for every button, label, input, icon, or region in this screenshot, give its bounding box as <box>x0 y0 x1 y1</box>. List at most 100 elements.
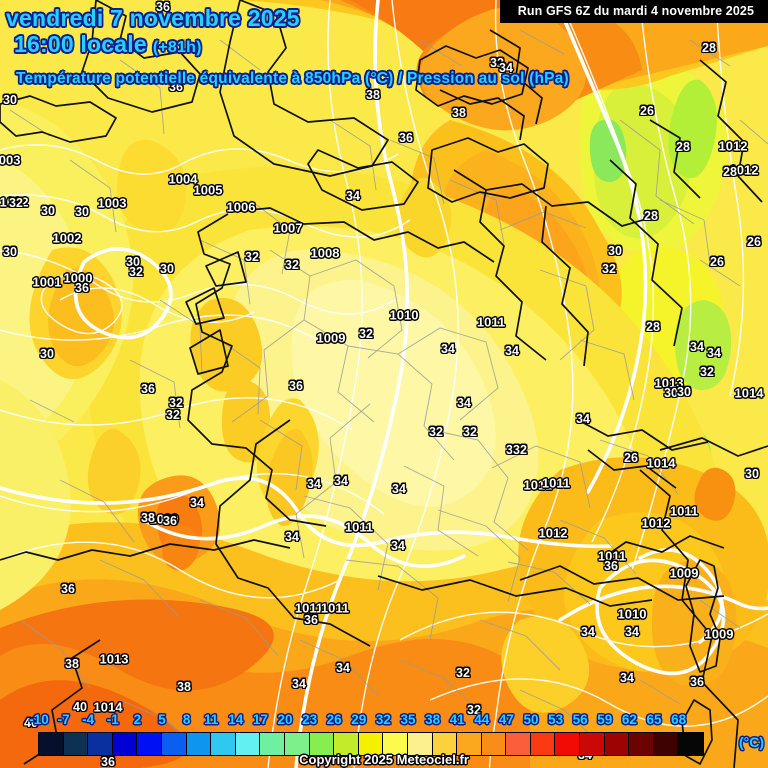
pressure-contour-label: 1009 <box>669 565 699 581</box>
legend-swatch[interactable] <box>629 733 654 755</box>
legend-swatch[interactable] <box>334 733 359 755</box>
legend-swatch[interactable] <box>580 733 605 755</box>
temperature-contour-label: 32 <box>245 249 259 264</box>
temperature-contour-label: 32 <box>129 264 143 279</box>
legend-swatch[interactable] <box>653 733 679 755</box>
temperature-contour-label: 36 <box>690 674 704 689</box>
temperature-contour-label: 30 <box>75 204 89 219</box>
temperature-contour-label: 30 <box>664 385 678 400</box>
temperature-contour-label: 32 <box>506 442 520 457</box>
temperature-contour-label: 34 <box>499 60 513 75</box>
temperature-contour-label: 34 <box>292 676 306 691</box>
temperature-contour-label: 34 <box>441 341 455 356</box>
pressure-contour-label: 1011 <box>476 314 506 330</box>
pressure-contour-label: 1000 <box>63 270 93 286</box>
temperature-contour-label: 38 <box>177 679 191 694</box>
temperature-contour-label: 32 <box>467 702 481 717</box>
pressure-contour-label: 1005 <box>193 182 223 198</box>
pressure-contour-label: 1012 <box>718 138 748 154</box>
pressure-contour-label: 1012 <box>538 525 568 541</box>
legend-tick-label: 44 <box>474 712 490 727</box>
pressure-contour-label: 1014 <box>646 455 676 471</box>
temperature-contour-label: 26 <box>640 103 654 118</box>
legend-swatch[interactable] <box>161 733 187 755</box>
legend-tick-label: 29 <box>351 712 367 727</box>
pressure-contour-label: 1010 <box>617 606 647 622</box>
temperature-contour-label: 38 <box>65 656 79 671</box>
legend-tick-label: -1 <box>106 712 119 727</box>
temperature-contour-label: 36 <box>304 612 318 627</box>
pressure-contour-label: 1011 <box>344 519 374 535</box>
legend-swatch[interactable] <box>186 733 212 755</box>
temperature-contour-label: 36 <box>399 130 413 145</box>
legend-swatch[interactable] <box>137 733 162 755</box>
temperature-contour-label: 40 <box>24 715 38 730</box>
temperature-contour-label: 26 <box>710 254 724 269</box>
legend-swatch[interactable] <box>39 733 64 755</box>
pressure-contour-label: 1012 <box>523 477 553 493</box>
temperature-contour-label: 32 <box>700 364 714 379</box>
pressure-contour-label: 1003 <box>97 195 127 211</box>
legend-tick-label: 8 <box>182 712 191 727</box>
legend-swatch[interactable] <box>112 733 138 755</box>
legend-swatch[interactable] <box>506 733 531 755</box>
temperature-contour-label: 28 <box>723 164 737 179</box>
legend-swatch[interactable] <box>481 733 507 755</box>
pressure-contour-label: 1002 <box>52 230 82 246</box>
temperature-contour-label: 30 <box>745 466 759 481</box>
legend-swatch[interactable] <box>260 733 285 755</box>
pressure-contour-label: 1011 <box>294 600 324 616</box>
legend-tick-label: 50 <box>523 712 539 727</box>
legend-swatch[interactable] <box>211 733 236 755</box>
legend-swatch[interactable] <box>358 733 384 755</box>
legend-tick-label: 65 <box>646 712 662 727</box>
valid-time-label: 16:00 locale (+81h) <box>14 31 202 58</box>
legend-swatch[interactable] <box>604 733 630 755</box>
temperature-contour-label: 34 <box>576 411 590 426</box>
copyright-label: Copyright 2025 Meteociel.fr <box>299 752 469 767</box>
temperature-contour-label: 34 <box>581 624 595 639</box>
temperature-contour-label: 38 <box>452 105 466 120</box>
temperature-contour-label: 34 <box>391 538 405 553</box>
temperature-contour-label: 32 <box>490 55 504 70</box>
legend-swatch[interactable] <box>88 733 113 755</box>
legend-swatch[interactable] <box>235 733 261 755</box>
pressure-contour-label: 1011 <box>669 503 699 519</box>
temperature-contour-label: 34 <box>334 473 348 488</box>
legend-swatch[interactable] <box>530 733 556 755</box>
temperature-contour-label: 34 <box>505 343 519 358</box>
legend-swatch[interactable] <box>407 733 433 755</box>
color-scale-bar[interactable] <box>38 732 705 756</box>
pressure-contour-label: 1014 <box>734 385 764 401</box>
temperature-contour-label: 30 <box>3 244 17 259</box>
temperature-contour-label: 34 <box>190 495 204 510</box>
pressure-contour-label: 1013 <box>99 651 129 667</box>
legend-swatch[interactable] <box>383 733 408 755</box>
pressure-contour-label: 1011 <box>320 600 350 616</box>
temperature-contour-label: 38 <box>366 87 380 102</box>
legend-swatch[interactable] <box>457 733 482 755</box>
legend-swatch[interactable] <box>284 733 310 755</box>
legend-swatch[interactable] <box>309 733 335 755</box>
temperature-contour-label: 32 <box>513 442 527 457</box>
legend-swatch[interactable] <box>63 733 89 755</box>
legend-swatch[interactable] <box>432 733 458 755</box>
pressure-contour-label: 1012 <box>729 162 759 178</box>
temperature-contour-label: 32 <box>169 395 183 410</box>
pressure-contour-label: 1001 <box>32 274 62 290</box>
temperature-contour-label: 36 <box>604 558 618 573</box>
temperature-contour-label: 34 <box>392 481 406 496</box>
temperature-contour-label: 32 <box>359 326 373 341</box>
temperature-contour-label: 32 <box>602 261 616 276</box>
legend-swatch[interactable] <box>555 733 581 755</box>
pressure-contour-label: 1009 <box>149 511 179 527</box>
legend-swatch[interactable] <box>678 733 704 755</box>
pressure-contour-label: 1010 <box>389 307 419 323</box>
pressure-contour-label: 1006 <box>226 199 256 215</box>
temperature-contour-label: 32 <box>456 665 470 680</box>
pressure-contour-label: 1004 <box>168 171 198 187</box>
department-borders <box>9 29 768 755</box>
legend-tick-label: 68 <box>671 712 687 727</box>
